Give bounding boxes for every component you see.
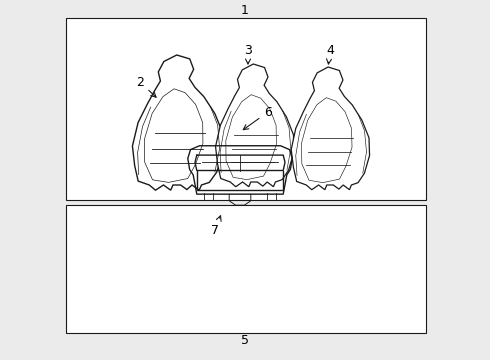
Text: 5: 5 [241,333,249,346]
Bar [66,205,426,333]
Text: 4: 4 [326,44,334,64]
Text: 1: 1 [241,4,249,17]
Text: 2: 2 [136,76,156,97]
Text: 3: 3 [244,44,252,64]
PathPatch shape [132,55,223,190]
PathPatch shape [216,64,294,187]
Bar [66,18,426,200]
Text: 7: 7 [211,216,221,237]
Text: 6: 6 [243,105,272,130]
PathPatch shape [291,67,369,190]
